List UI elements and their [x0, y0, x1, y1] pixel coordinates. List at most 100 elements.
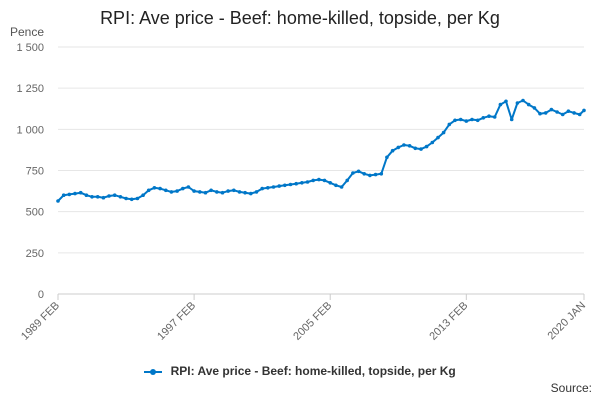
x-tick-label: 1997 FEB — [155, 300, 198, 343]
data-point — [481, 116, 486, 120]
data-point — [101, 195, 106, 200]
data-point — [175, 189, 179, 193]
data-point — [577, 112, 582, 117]
data-point — [509, 117, 514, 122]
data-point — [192, 189, 196, 193]
y-tick-label: 1 250 — [16, 83, 44, 95]
data-point — [164, 188, 168, 193]
data-point — [345, 178, 350, 183]
source-label: Source: — [550, 381, 592, 395]
data-point — [317, 177, 321, 182]
y-tick-label: 1 500 — [16, 42, 44, 54]
data-point — [283, 183, 287, 188]
data-point — [526, 102, 531, 107]
data-point — [305, 180, 310, 184]
data-point — [356, 169, 361, 174]
data-point — [78, 190, 83, 195]
data-point — [402, 143, 406, 147]
data-point — [549, 107, 554, 112]
x-tick-label: 1989 FEB — [19, 300, 62, 343]
data-point — [368, 173, 372, 178]
data-point — [141, 193, 145, 197]
data-point — [447, 122, 452, 127]
data-point — [407, 144, 412, 148]
data-point — [475, 118, 480, 123]
data-point — [390, 148, 395, 153]
data-point — [152, 186, 157, 190]
data-point — [249, 191, 253, 196]
legend[interactable]: RPI: Ave price - Beef: home-killed, tops… — [0, 364, 600, 378]
data-point — [107, 194, 111, 198]
data-point — [453, 118, 457, 123]
data-point — [311, 178, 316, 183]
data-point — [124, 196, 128, 201]
data-point — [146, 188, 151, 193]
legend-swatch-icon — [144, 367, 163, 377]
data-point — [288, 182, 293, 187]
data-point — [487, 114, 491, 118]
data-point — [277, 184, 282, 188]
y-tick-label: 1 000 — [16, 124, 44, 136]
data-point — [169, 190, 174, 194]
data-point — [73, 191, 77, 196]
data-point — [271, 185, 276, 189]
data-point — [266, 186, 270, 190]
data-point — [56, 199, 60, 203]
data-point — [458, 117, 463, 122]
data-point — [436, 135, 440, 140]
legend-label: RPI: Ave price - Beef: home-killed, tops… — [170, 364, 456, 378]
data-point — [260, 186, 265, 191]
data-point — [118, 195, 123, 199]
data-point — [186, 185, 191, 189]
data-point — [566, 109, 571, 113]
data-point — [515, 101, 520, 105]
y-tick-label: 500 — [26, 207, 44, 219]
data-point — [61, 193, 66, 197]
x-tick-label: 2005 FEB — [291, 300, 334, 343]
data-point — [112, 193, 117, 197]
data-point — [203, 190, 208, 195]
data-point — [294, 181, 299, 186]
data-point — [532, 106, 537, 110]
data-point — [441, 130, 446, 135]
data-point — [464, 119, 469, 123]
data-point — [413, 146, 418, 151]
data-point — [334, 183, 338, 188]
data-point — [362, 172, 367, 176]
data-point — [220, 190, 225, 195]
data-point — [322, 178, 327, 183]
data-point — [215, 190, 219, 194]
data-point — [543, 111, 548, 115]
data-point — [237, 190, 242, 194]
data-point — [181, 186, 185, 191]
x-tick-label: 2013 FEB — [427, 300, 470, 343]
data-point — [339, 185, 344, 189]
data-point — [492, 115, 497, 119]
data-point — [84, 193, 89, 197]
x-tick-label: 2020 JAN — [545, 300, 588, 343]
chart-title: RPI: Ave price - Beef: home-killed, tops… — [100, 8, 500, 28]
data-point — [572, 111, 576, 115]
y-axis-title: Pence — [10, 25, 44, 39]
data-point — [328, 181, 333, 185]
data-point — [385, 155, 389, 160]
data-point — [243, 190, 247, 195]
data-point — [419, 147, 423, 151]
data-point — [135, 196, 140, 201]
data-point — [424, 144, 429, 149]
data-point — [582, 108, 586, 113]
data-point — [158, 186, 162, 191]
data-point — [373, 172, 378, 177]
data-point — [232, 188, 236, 193]
data-point — [396, 145, 401, 150]
data-point — [209, 188, 213, 193]
data-point — [254, 190, 259, 194]
data-point — [351, 171, 355, 175]
data-point — [300, 181, 304, 185]
data-point — [504, 99, 508, 104]
y-tick-label: 750 — [26, 166, 44, 178]
data-point — [470, 117, 474, 122]
data-point — [498, 102, 503, 107]
data-point — [430, 140, 435, 145]
